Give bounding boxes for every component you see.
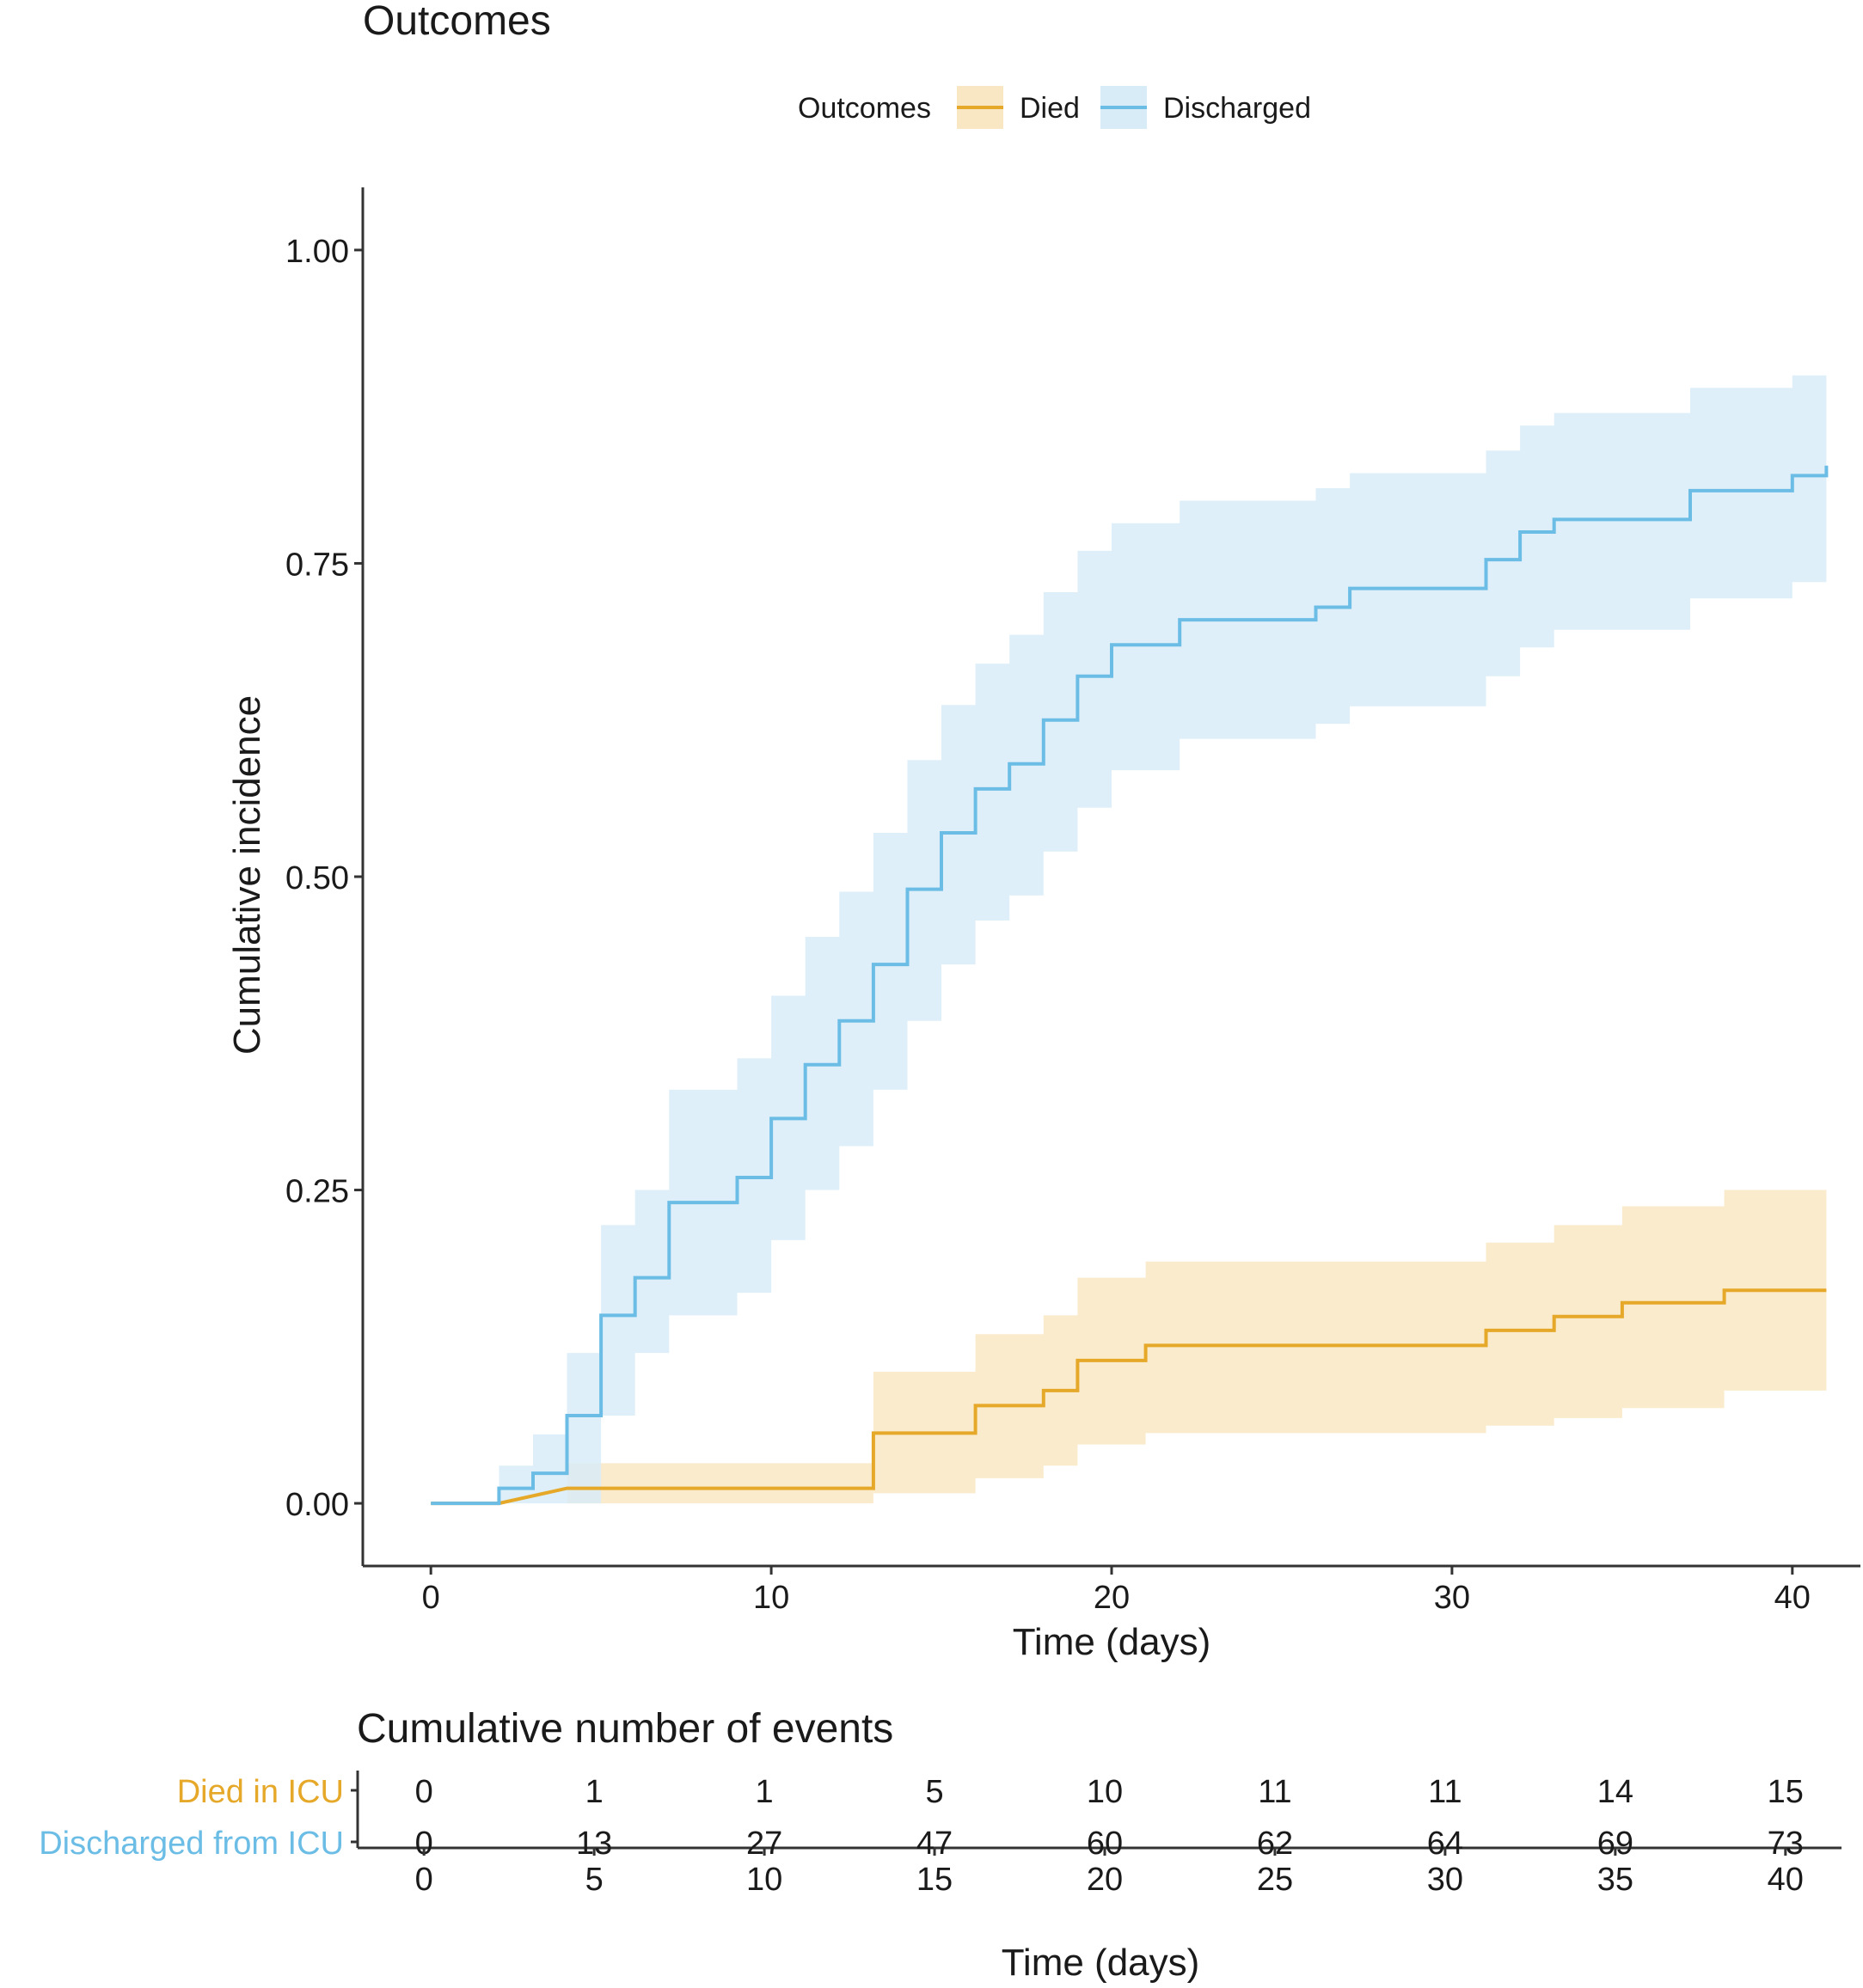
table-cell: 60: [1087, 1826, 1123, 1862]
table-x-tick-label: 20: [1087, 1862, 1123, 1898]
y-axis-label: Cumulative incidence: [226, 695, 268, 1055]
table-cell: 5: [925, 1774, 943, 1810]
table-x-tick-label: 40: [1768, 1862, 1804, 1898]
y-tick-label: 0.25: [285, 1174, 349, 1210]
table-x-tick-label: 5: [585, 1862, 604, 1898]
table-cell: 14: [1597, 1774, 1633, 1810]
incidence-plot: 0.00 0.25 0.50 0.75 1.00 0 10 20 30 40: [285, 187, 1860, 1616]
risk-table-x-label: Time (days): [1002, 1942, 1200, 1984]
table-cell: 64: [1427, 1826, 1463, 1862]
table-cell: 15: [1768, 1774, 1804, 1810]
ci-band-discharged: [431, 375, 1827, 1504]
table-cell: 11: [1428, 1774, 1462, 1810]
table-x-tick-label: 30: [1427, 1862, 1463, 1898]
table-cell: 69: [1597, 1826, 1633, 1862]
chart-title: Outcomes: [363, 0, 551, 44]
x-tick-label: 30: [1434, 1580, 1470, 1616]
x-tick-label: 10: [753, 1580, 789, 1616]
table-x-tick-label: 25: [1257, 1862, 1293, 1898]
y-tick-label: 0.50: [285, 860, 349, 896]
table-cell: 1: [756, 1774, 774, 1810]
y-tick-label: 0.75: [285, 547, 349, 583]
table-cell: 73: [1768, 1826, 1804, 1862]
table-x-tick-label: 35: [1597, 1862, 1633, 1898]
risk-table-title: Cumulative number of events: [357, 1706, 893, 1752]
legend-label-died: Died: [1020, 92, 1080, 125]
table-cell: 0: [415, 1774, 433, 1810]
x-tick-label: 40: [1774, 1580, 1811, 1616]
legend-title: Outcomes: [798, 92, 931, 125]
legend-label-discharged: Discharged: [1163, 92, 1311, 125]
x-axis-label: Time (days): [1013, 1621, 1211, 1663]
table-cell: 10: [1087, 1774, 1123, 1810]
table-row-label: Died in ICU: [177, 1774, 344, 1810]
table-cell: 11: [1258, 1774, 1291, 1810]
table-cell: 1: [585, 1774, 604, 1810]
table-cell: 0: [415, 1826, 433, 1862]
table-row-label: Discharged from ICU: [39, 1826, 344, 1862]
ci-band-died: [431, 1190, 1827, 1504]
y-tick-label: 1.00: [285, 234, 349, 270]
table-cell: 62: [1257, 1826, 1293, 1862]
table-cell: 13: [576, 1826, 612, 1862]
table-cell: 27: [746, 1826, 782, 1862]
table-cell: 47: [916, 1826, 953, 1862]
table-x-tick-label: 10: [746, 1862, 782, 1898]
series-line-discharged: [431, 465, 1829, 1506]
x-tick-label: 0: [422, 1580, 440, 1616]
x-tick-label: 20: [1094, 1580, 1130, 1616]
legend: Outcomes Died Discharged: [798, 86, 1311, 129]
table-x-tick-label: 15: [916, 1862, 953, 1898]
table-x-tick-label: 0: [415, 1862, 433, 1898]
y-tick-label: 0.00: [285, 1487, 349, 1523]
series-line-died: [431, 1288, 1827, 1506]
